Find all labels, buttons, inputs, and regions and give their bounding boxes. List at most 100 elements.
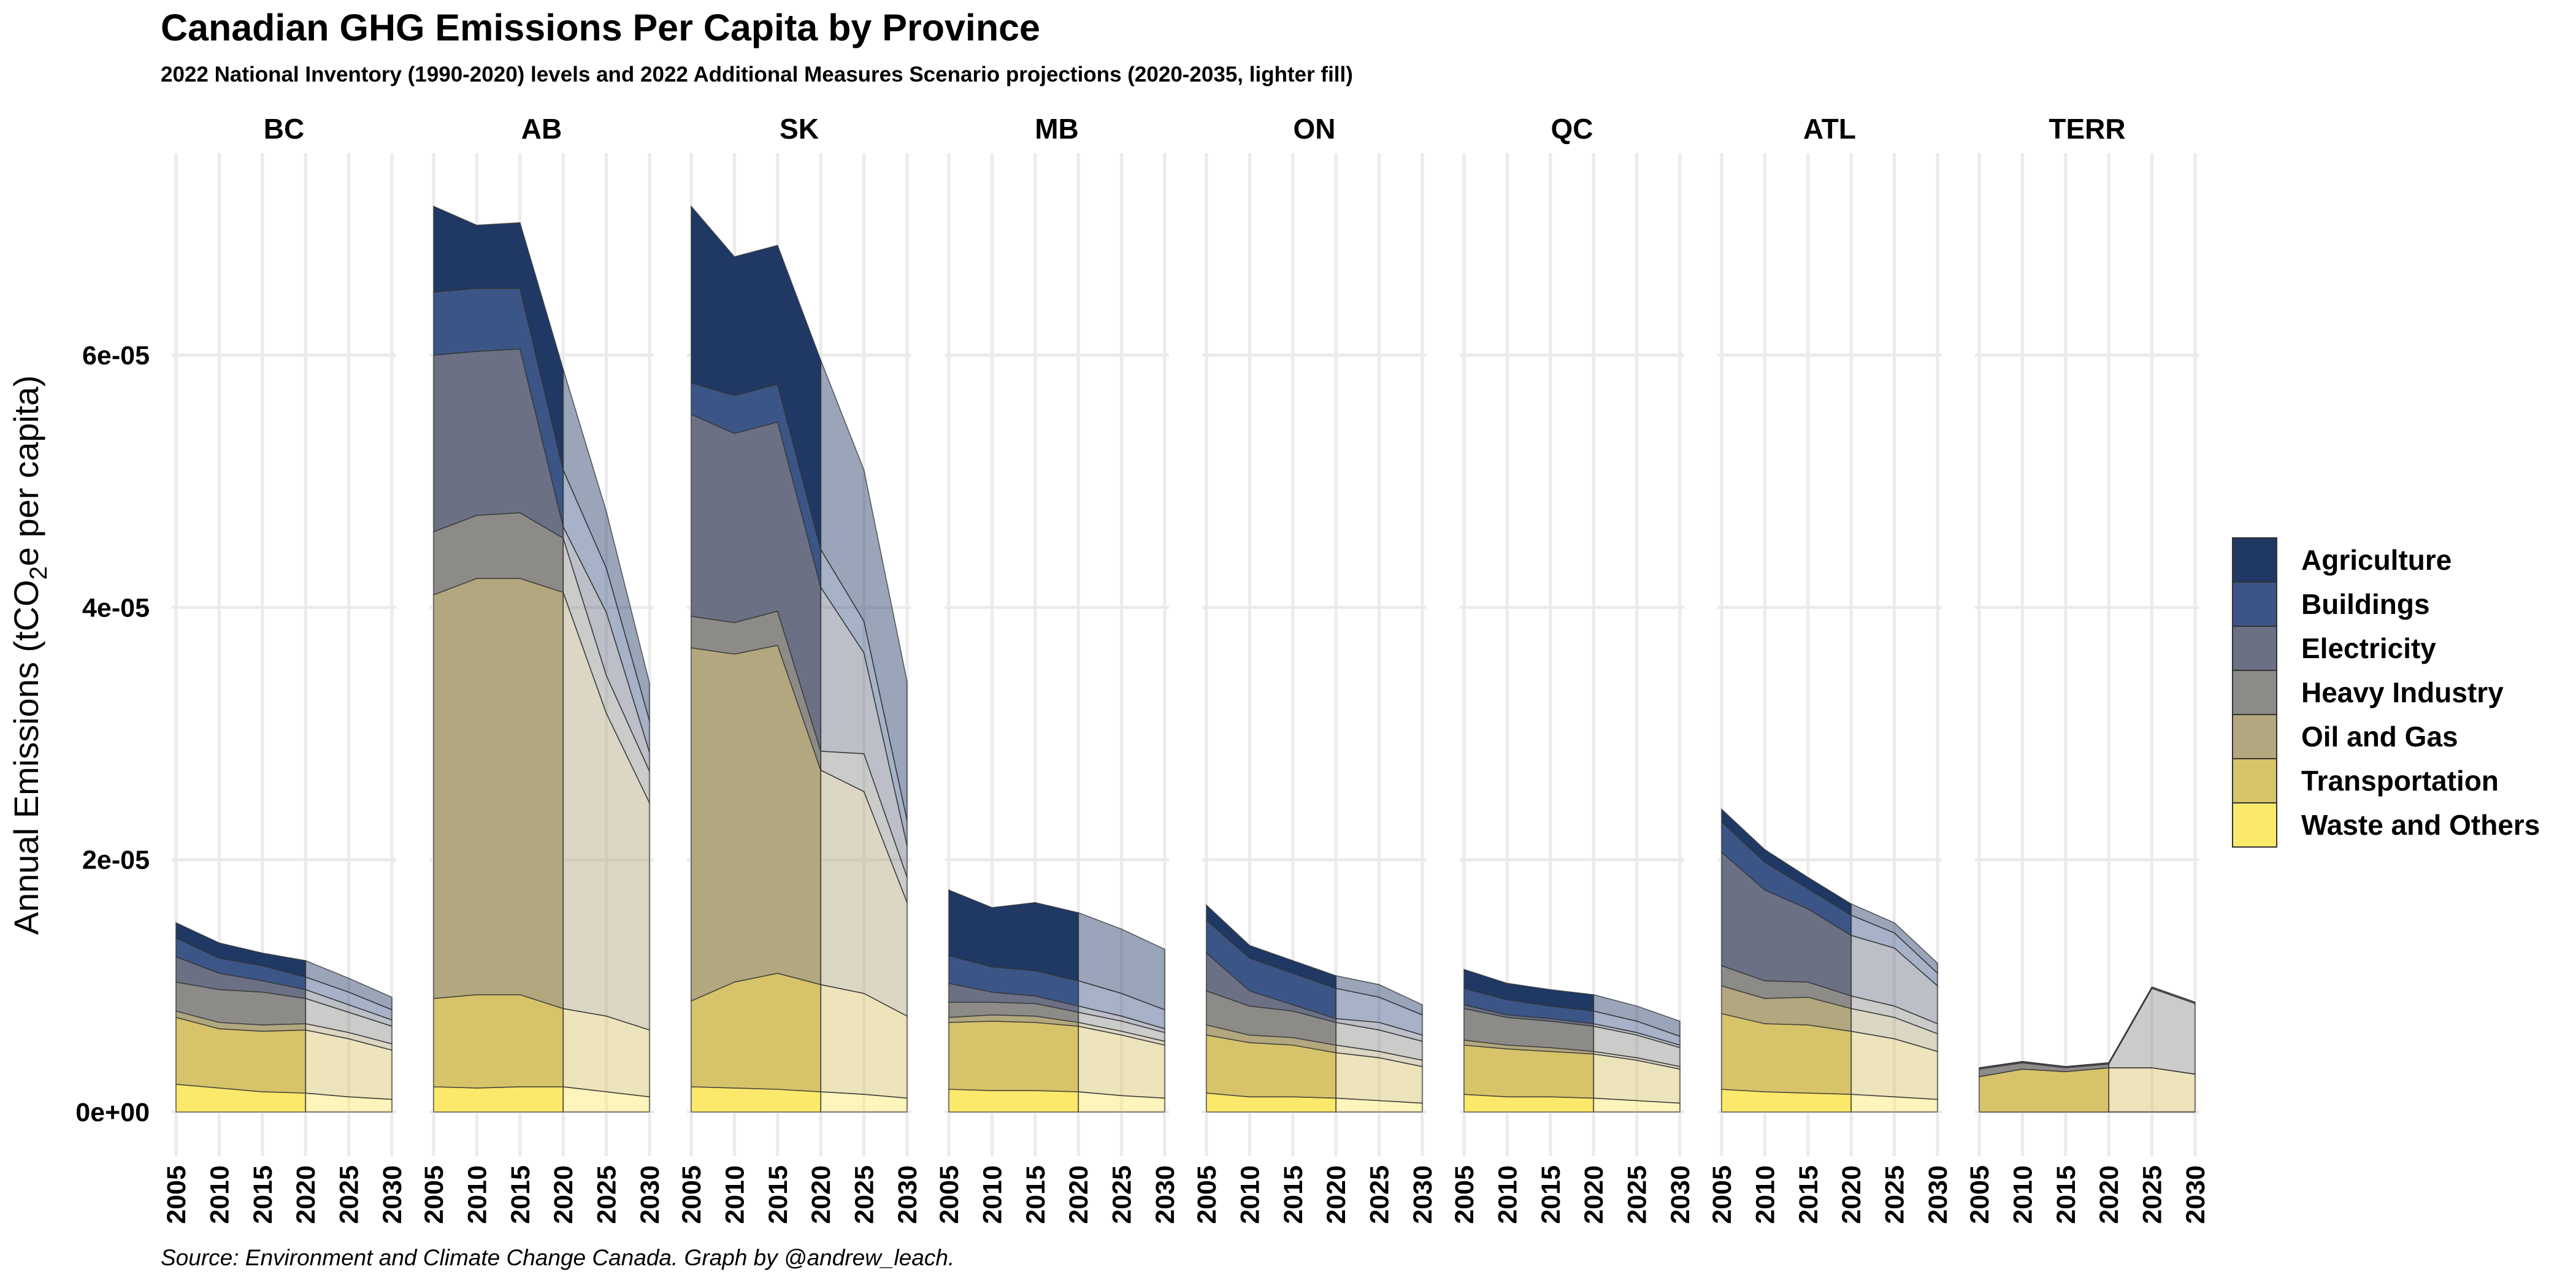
- x-tick-label: 2010: [1235, 1165, 1265, 1224]
- x-tick-label: 2005: [1965, 1165, 1995, 1224]
- panel-on: ON 2005 2010 2015 2020 2025 2030: [1192, 113, 1438, 1224]
- panel-atl: ATL 2005 2010 2015 2020 2025 2030: [1708, 113, 1953, 1224]
- x-tick-label: 2030: [2181, 1165, 2210, 1224]
- legend-swatch-oil-and-gas: [2232, 714, 2277, 759]
- area-agriculture-projection: [1335, 975, 1423, 1016]
- x-tick-label: 2015: [764, 1165, 793, 1224]
- panel-qc: QC 2005 2010 2015 2020 2025 2030: [1450, 113, 1695, 1224]
- x-tick-label: 2015: [2052, 1165, 2081, 1224]
- x-tick-label: 2025: [1623, 1165, 1652, 1224]
- panels-layer: BC 2005 2010 2015 2020 2025 2030 AB 2005 2010 2015…: [162, 113, 2210, 1224]
- x-tick-label: 2015: [1536, 1165, 1566, 1224]
- y-tick-label: 0e+00: [75, 1098, 150, 1127]
- x-tick-label: 2030: [635, 1165, 665, 1224]
- x-tick-label: 2030: [1923, 1165, 1953, 1224]
- x-tick-label: 2015: [1279, 1165, 1308, 1224]
- x-tick-label: 2030: [893, 1165, 922, 1224]
- x-tick-label: 2025: [850, 1165, 880, 1224]
- x-tick-label: 2010: [2008, 1165, 2037, 1224]
- x-tick-label: 2020: [1837, 1165, 1866, 1224]
- area-oil-and-gas-historical: [433, 578, 564, 1010]
- panel-terr: TERR 2005 2010 2015 2020 2025 2030: [1965, 113, 2210, 1224]
- area-agriculture-projection: [1593, 994, 1681, 1037]
- legend-swatch-waste-and-others: [2232, 802, 2277, 848]
- panel-label: QC: [1551, 113, 1593, 145]
- x-tick-label: 2010: [205, 1165, 234, 1224]
- panel-mb: MB 2005 2010 2015 2020 2025 2030: [935, 113, 1180, 1224]
- x-tick-label: 2020: [549, 1165, 578, 1224]
- area-waste-and-others-historical: [948, 1089, 1079, 1113]
- area-agriculture-projection: [1078, 911, 1165, 1011]
- y-tick-label: 2e-05: [82, 846, 150, 875]
- x-tick-label: 2020: [1064, 1165, 1094, 1224]
- y-axis: Annual Emissions (tCO2e per capita) 0e+00…: [7, 341, 150, 1127]
- panel-bc: BC 2005 2010 2015 2020 2025 2030: [162, 113, 407, 1224]
- x-tick-label: 2015: [506, 1165, 535, 1224]
- legend-label: Heavy Industry: [2301, 677, 2504, 708]
- panel-label: AB: [521, 113, 562, 145]
- x-tick-label: 2005: [677, 1165, 707, 1224]
- panel-ab: AB 2005 2010 2015 2020 2025 2030: [420, 113, 665, 1224]
- legend-swatch-electricity: [2232, 626, 2277, 671]
- x-tick-label: 2015: [1794, 1165, 1823, 1224]
- x-tick-label: 2020: [291, 1165, 321, 1224]
- x-tick-label: 2020: [2095, 1165, 2124, 1224]
- x-tick-label: 2005: [935, 1165, 964, 1224]
- legend-swatch-heavy-industry: [2232, 670, 2277, 715]
- x-tick-label: 2010: [462, 1165, 492, 1224]
- panel-label: ATL: [1803, 113, 1856, 145]
- legend-swatch-transportation: [2232, 758, 2277, 803]
- panel-sk: SK 2005 2010 2015 2020 2025 2030: [677, 113, 922, 1224]
- area-agriculture-projection: [1850, 903, 1938, 975]
- panel-label: TERR: [2049, 113, 2125, 145]
- x-tick-label: 2005: [420, 1165, 449, 1224]
- legend-label: Waste and Others: [2301, 809, 2540, 841]
- x-tick-label: 2025: [1365, 1165, 1395, 1224]
- y-tick-label: 6e-05: [82, 341, 150, 370]
- chart-title: Canadian GHG Emissions Per Capita by Pro…: [161, 7, 1040, 48]
- panel-label: MB: [1035, 113, 1079, 145]
- x-tick-label: 2025: [335, 1165, 364, 1224]
- x-tick-label: 2005: [1450, 1165, 1479, 1224]
- y-axis-title-prefix: Annual Emissions (tCO: [7, 580, 45, 935]
- panel-label: SK: [780, 113, 819, 145]
- area-transportation-historical: [948, 1021, 1079, 1092]
- y-tick-label: 4e-05: [82, 593, 150, 623]
- area-agriculture-projection: [820, 360, 908, 821]
- legend-label: Electricity: [2301, 632, 2436, 664]
- legend-label: Oil and Gas: [2301, 721, 2458, 753]
- y-axis-title: Annual Emissions (tCO2e per capita): [7, 375, 52, 935]
- x-tick-label: 2005: [1708, 1165, 1737, 1224]
- x-tick-label: 2030: [1151, 1165, 1180, 1224]
- area-transportation-projection: [2108, 1067, 2196, 1113]
- x-tick-label: 2030: [1666, 1165, 1695, 1224]
- legend: Agriculture Buildings Electricity Heavy Ind…: [2232, 537, 2540, 848]
- x-tick-label: 2030: [378, 1165, 407, 1224]
- x-tick-label: 2005: [162, 1165, 191, 1224]
- x-tick-label: 2025: [1880, 1165, 1910, 1224]
- chart-caption: Source: Environment and Climate Change C…: [161, 1245, 955, 1270]
- x-tick-label: 2015: [1021, 1165, 1051, 1224]
- x-tick-label: 2010: [1493, 1165, 1522, 1224]
- x-tick-label: 2010: [1750, 1165, 1780, 1224]
- area-waste-and-others-historical: [433, 1086, 564, 1113]
- x-tick-label: 2005: [1192, 1165, 1222, 1224]
- x-tick-label: 2010: [978, 1165, 1007, 1224]
- area-transportation-historical: [1979, 1067, 2109, 1113]
- x-tick-label: 2025: [592, 1165, 622, 1224]
- x-tick-label: 2030: [1408, 1165, 1438, 1224]
- legend-label: Buildings: [2301, 588, 2430, 620]
- area-agriculture-projection: [2108, 986, 2196, 1064]
- x-tick-label: 2015: [248, 1165, 278, 1224]
- legend-label: Agriculture: [2301, 544, 2451, 576]
- x-tick-label: 2025: [2138, 1165, 2168, 1224]
- area-agriculture-projection: [562, 369, 650, 721]
- x-tick-label: 2020: [807, 1165, 836, 1224]
- panel-label: ON: [1294, 113, 1336, 145]
- x-tick-label: 2010: [720, 1165, 749, 1224]
- panel-label: BC: [264, 113, 304, 145]
- area-transportation-historical: [433, 994, 564, 1089]
- x-tick-label: 2020: [1579, 1165, 1609, 1224]
- legend-swatch-buildings: [2232, 581, 2277, 627]
